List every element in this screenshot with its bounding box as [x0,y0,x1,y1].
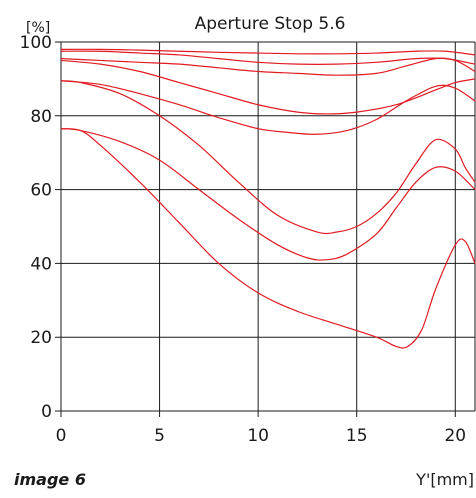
x-tick-label: 0 [56,426,67,446]
figure-caption: image 6 [14,470,86,489]
y-tick-label: 80 [30,107,52,127]
y-tick-label: 20 [30,328,52,348]
mtf-curve-2 [60,50,476,65]
grid-lines [55,41,476,417]
mtf-curve-1 [60,48,476,56]
y-tick-label: 60 [30,181,52,201]
y-tick-label: 100 [20,33,52,53]
x-tick-label: 10 [247,426,269,446]
series-group [60,48,476,349]
mtf-curve-6 [60,80,476,235]
mtf-curve-5 [60,80,476,135]
mtf-curve-8 [60,128,476,349]
x-axis-label: Y'[mm] [416,470,474,489]
y-tick-label: 0 [41,402,52,422]
axis-ticks: 0 20 40 60 80 100 0 5 10 15 20 [20,33,467,446]
x-tick-label: 15 [346,426,368,446]
x-tick-label: 20 [444,426,466,446]
mtf-curve-3 [60,57,476,76]
mtf-curve-7 [60,128,476,261]
y-axis-unit: [%] [26,20,50,36]
mtf-curve-4 [60,59,476,115]
x-tick-label: 5 [154,426,165,446]
chart-title: Aperture Stop 5.6 [195,14,346,34]
y-tick-label: 40 [30,254,52,274]
